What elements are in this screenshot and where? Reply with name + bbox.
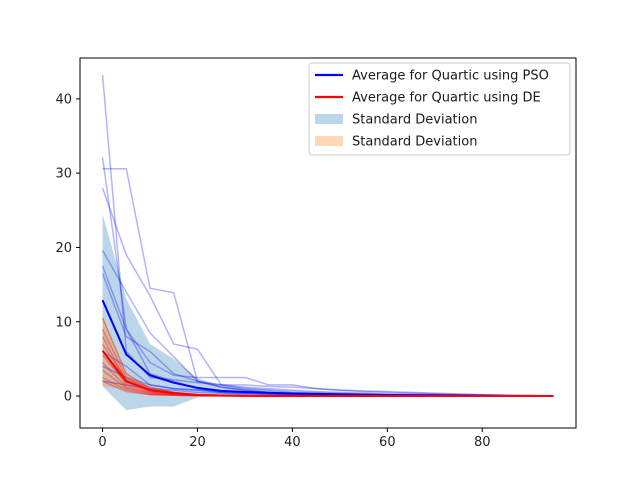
y-tick-label: 30 — [55, 167, 72, 182]
x-tick-label: 60 — [379, 435, 396, 450]
average-lines — [101, 299, 554, 398]
x-tick-label: 0 — [98, 435, 106, 450]
pso-std-band — [102, 214, 554, 411]
plot-area — [101, 75, 554, 411]
legend: Average for Quartic using PSO Average for… — [308, 62, 571, 156]
legend-label: Average for Quartic using DE — [352, 91, 541, 106]
de-average-line — [101, 350, 554, 398]
de-std-band — [102, 315, 554, 397]
legend-label: Average for Quartic using PSO — [352, 69, 549, 84]
legend-label: Standard Deviation — [352, 113, 477, 128]
legend-patch-swatch — [315, 136, 343, 146]
legend-label: Standard Deviation — [352, 135, 477, 150]
y-tick-label: 40 — [55, 92, 72, 107]
x-tick-label: 40 — [284, 435, 301, 450]
std-bands — [102, 214, 554, 411]
y-tick-label: 0 — [64, 390, 72, 405]
legend-frame — [308, 62, 571, 156]
axes-frame — [79, 57, 577, 429]
x-tick-label: 20 — [189, 435, 206, 450]
y-tick-label: 20 — [55, 241, 72, 256]
x-tick-label: 80 — [474, 435, 491, 450]
x-axis-ticks: 0 20 40 60 80 — [98, 428, 491, 450]
pso-run-line — [101, 273, 554, 397]
y-tick-label: 10 — [55, 315, 72, 330]
legend-patch-swatch — [315, 114, 343, 124]
y-axis-ticks: 0 10 20 30 40 — [55, 92, 80, 405]
